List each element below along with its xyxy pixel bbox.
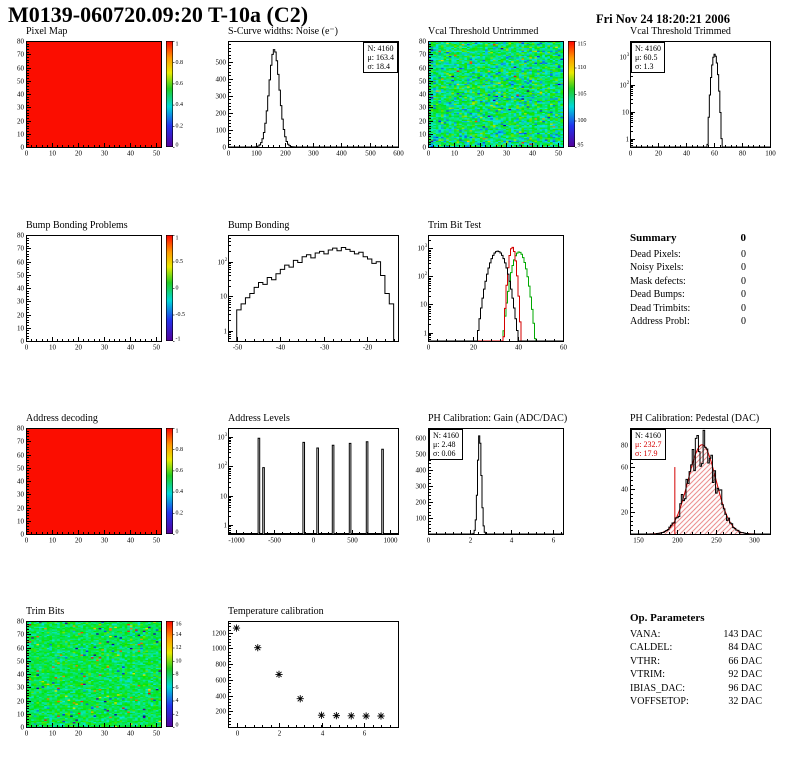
chart-title-address-levels: Address Levels [228, 413, 290, 424]
summary-heading-value: 0 [740, 232, 747, 244]
bump-bonding-chart [200, 229, 405, 357]
op-parameter-value: 66 DAC [728, 655, 762, 667]
stats-box-s-curve-widths-noise-e-: N: 4160 μ: 163.4 σ: 18.4 [363, 42, 398, 73]
summary-label: Mask defects: [630, 275, 686, 287]
stats-line: σ: 1.3 [635, 62, 654, 71]
op-parameter-label: IBIAS_DAC: [630, 682, 686, 694]
op-parameter-label: CALDEL: [630, 642, 673, 654]
chart-title-trim-bits: Trim Bits [26, 606, 65, 617]
summary-value: 0 [741, 289, 746, 301]
summary-label: Dead Pixels: [630, 249, 681, 260]
op-parameters-panel: Op. Parameters VANA: 143 DAC CALDEL: 84 DAC… [630, 612, 762, 708]
op-parameter-label: VTRIM: [630, 669, 665, 681]
op-parameter-label: VANA: [630, 629, 661, 640]
stats-box-vcal-threshold-trimmed: N: 4160 μ: 60.5 σ: 1.3 [631, 42, 665, 73]
op-parameters-heading: Op. Parameters [630, 612, 705, 624]
summary-row: Mask defects: 0 [630, 275, 746, 288]
page-title: M0139-060720.09:20 T-10a (C2) [8, 2, 309, 27]
chart-title-scurve-noise: S-Curve widths: Noise (e⁻) [228, 26, 338, 37]
temperature-cal-chart [200, 615, 405, 743]
stats-line: σ: 17.9 [635, 449, 658, 458]
stats-line: N: 4160 [367, 44, 394, 53]
op-parameter-value: 84 DAC [728, 642, 762, 654]
address-decoding-chart [0, 422, 205, 550]
summary-label: Noisy Pixels: [630, 262, 684, 274]
op-parameter-value: 92 DAC [728, 669, 762, 681]
chart-title-vcal-untrimmed: Vcal Threshold Untrimmed [428, 26, 539, 37]
stats-line: μ: 163.4 [367, 53, 394, 62]
summary-label: Address Probl: [630, 316, 690, 328]
trim-bit-test-chart [400, 229, 605, 357]
pixel-map-chart [0, 35, 205, 163]
op-parameter-row: VOFFSETOP: 32 DAC [630, 695, 762, 708]
stats-line: N: 4160 [433, 431, 459, 440]
op-parameter-row: VTRIM: 92 DAC [630, 668, 762, 681]
op-parameter-value: 143 DAC [723, 629, 762, 640]
stats-line: N: 4160 [635, 431, 661, 440]
report-date: Fri Nov 24 18:20:21 2006 [596, 12, 731, 26]
chart-title-address-decoding: Address decoding [26, 413, 98, 424]
summary-row: Noisy Pixels: 0 [630, 261, 746, 274]
vcal-untrimmed-chart [400, 35, 605, 163]
summary-heading: Summary [630, 232, 677, 244]
summary-row: Dead Trimbits: 0 [630, 302, 746, 315]
summary-value: 0 [741, 249, 746, 260]
op-parameter-row: IBIAS_DAC: 96 DAC [630, 682, 762, 695]
op-parameter-label: VOFFSETOP: [630, 696, 689, 708]
chart-title-bump-bonding: Bump Bonding [228, 220, 290, 231]
op-parameter-row: CALDEL: 84 DAC [630, 641, 762, 654]
op-parameters-heading-row: Op. Parameters [630, 612, 762, 624]
chart-title-ph-pedestal: PH Calibration: Pedestal (DAC) [630, 413, 760, 424]
op-parameter-row: VANA: 143 DAC [630, 628, 762, 641]
summary-value: 0 [741, 302, 746, 314]
bump-problems-chart [0, 229, 205, 357]
summary-rows: Dead Pixels: 0 Noisy Pixels: 0 Mask defects:… [630, 248, 746, 328]
stats-line: σ: 0.06 [433, 449, 456, 458]
chart-title-pixel-map: Pixel Map [26, 26, 68, 37]
stats-line: σ: 18.4 [367, 62, 391, 71]
summary-row: Dead Pixels: 0 [630, 248, 746, 261]
address-levels-chart [200, 422, 405, 550]
stats-box-ph-calibration-gain-adc-dac-: N: 4160 μ: 2.48 σ: 0.06 [429, 429, 463, 460]
summary-row: Dead Bumps: 0 [630, 288, 746, 301]
chart-title-temperature-cal: Temperature calibration [228, 606, 324, 617]
summary-label: Dead Bumps: [630, 289, 685, 301]
chart-title-vcal-trimmed: Vcal Threshold Trimmed [630, 26, 731, 37]
chart-title-trim-bit-test: Trim Bit Test [428, 220, 482, 231]
stats-line: μ: 2.48 [433, 440, 456, 449]
stats-line: μ: 232.7 [635, 440, 662, 449]
chart-title-bump-problems: Bump Bonding Problems [26, 220, 128, 231]
summary-heading-row: Summary 0 [630, 232, 746, 244]
summary-value: 0 [741, 262, 746, 274]
summary-row: Address Probl: 0 [630, 315, 746, 328]
op-parameter-row: VTHR: 66 DAC [630, 655, 762, 668]
op-parameter-value: 96 DAC [728, 682, 762, 694]
op-parameter-label: VTHR: [630, 655, 660, 667]
stats-line: N: 4160 [635, 44, 661, 53]
summary-value: 0 [741, 316, 746, 328]
op-parameter-value: 32 DAC [728, 696, 762, 708]
summary-panel: Summary 0 Dead Pixels: 0 Noisy Pixels: 0 Mas… [630, 232, 746, 328]
op-parameters-rows: VANA: 143 DAC CALDEL: 84 DAC VTHR: 66 DAC VTRI… [630, 628, 762, 708]
stats-line: μ: 60.5 [635, 53, 658, 62]
summary-label: Dead Trimbits: [630, 302, 691, 314]
stats-box-ph-calibration-pedestal-dac-: N: 4160 μ: 232.7 σ: 17.9 [631, 429, 666, 460]
summary-value: 0 [741, 275, 746, 287]
trim-bits-chart [0, 615, 205, 743]
chart-title-ph-gain: PH Calibration: Gain (ADC/DAC) [428, 413, 568, 424]
